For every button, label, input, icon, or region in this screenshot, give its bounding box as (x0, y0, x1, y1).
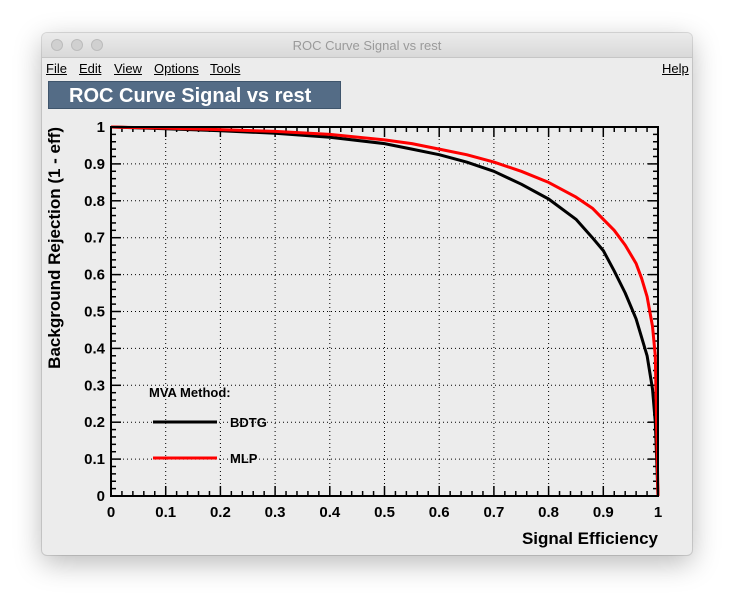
menu-options[interactable]: Options (154, 61, 199, 76)
close-window-button[interactable] (51, 39, 63, 51)
roc-chart[interactable]: 0 0.1 0.2 0.3 0.4 0.5 0.6 0.7 0.8 0.9 1 0 0.1 0.2 0.3 0… (42, 33, 692, 555)
menu-tools[interactable]: Tools (210, 61, 241, 76)
y-tick-label: 0.4 (84, 340, 106, 357)
legend-label-bdtg: BDTG (230, 415, 267, 430)
menu-file[interactable]: File (46, 61, 67, 76)
menu-edit[interactable]: Edit (79, 61, 102, 76)
x-tick-label: 0.4 (319, 504, 341, 521)
window-title: ROC Curve Signal vs rest (292, 38, 442, 53)
y-tick-label: 0.7 (84, 230, 105, 247)
x-tick-label: 1 (654, 504, 662, 521)
y-tick-label: 0.6 (84, 267, 105, 284)
menu-bar: File Edit View Options Tools Help (42, 58, 692, 78)
x-tick-label: 0.8 (538, 504, 559, 521)
menu-view[interactable]: View (114, 61, 142, 76)
series-line-mlp (110, 125, 660, 497)
x-tick-label: 0.9 (593, 504, 614, 521)
app-window: ROC Curve Signal vs rest File Edit View … (42, 33, 692, 555)
y-tick-label: 0.2 (84, 414, 105, 431)
roc-curves (110, 125, 660, 497)
y-tick-label: 1 (97, 119, 105, 136)
x-tick-label: 0.7 (483, 504, 504, 521)
y-axis-label: Background Rejection (1 - eff) (45, 127, 64, 369)
y-tick-label: 0.1 (84, 451, 105, 468)
canvas-title: ROC Curve Signal vs rest (48, 81, 341, 109)
legend-title: MVA Method: (149, 385, 231, 400)
legend: MVA Method: BDTG MLP (149, 385, 267, 466)
y-tick-label: 0 (97, 488, 105, 505)
x-tick-label: 0.3 (265, 504, 286, 521)
x-tick-label: 0 (107, 504, 115, 521)
title-bar: ROC Curve Signal vs rest (42, 33, 692, 58)
x-tick-label: 0.1 (155, 504, 176, 521)
plot-frame (110, 126, 659, 497)
y-tick-label: 0.5 (84, 304, 105, 321)
minimize-window-button[interactable] (71, 39, 83, 51)
grid-lines (111, 127, 658, 496)
x-tick-label: 0.6 (429, 504, 450, 521)
y-tick-label: 0.9 (84, 156, 105, 173)
y-tick-label: 0.8 (84, 193, 105, 210)
legend-label-mlp: MLP (230, 451, 258, 466)
series-line-bdtg (110, 125, 660, 497)
menu-help[interactable]: Help (662, 61, 689, 76)
x-tick-label: 0.5 (374, 504, 395, 521)
x-tick-label: 0.2 (210, 504, 231, 521)
y-tick-label: 0.3 (84, 377, 105, 394)
x-axis-label: Signal Efficiency (522, 529, 659, 548)
zoom-window-button[interactable] (91, 39, 103, 51)
tick-labels: 0 0.1 0.2 0.3 0.4 0.5 0.6 0.7 0.8 0.9 1 0 0.1 0.2 0.3 0… (84, 119, 662, 521)
